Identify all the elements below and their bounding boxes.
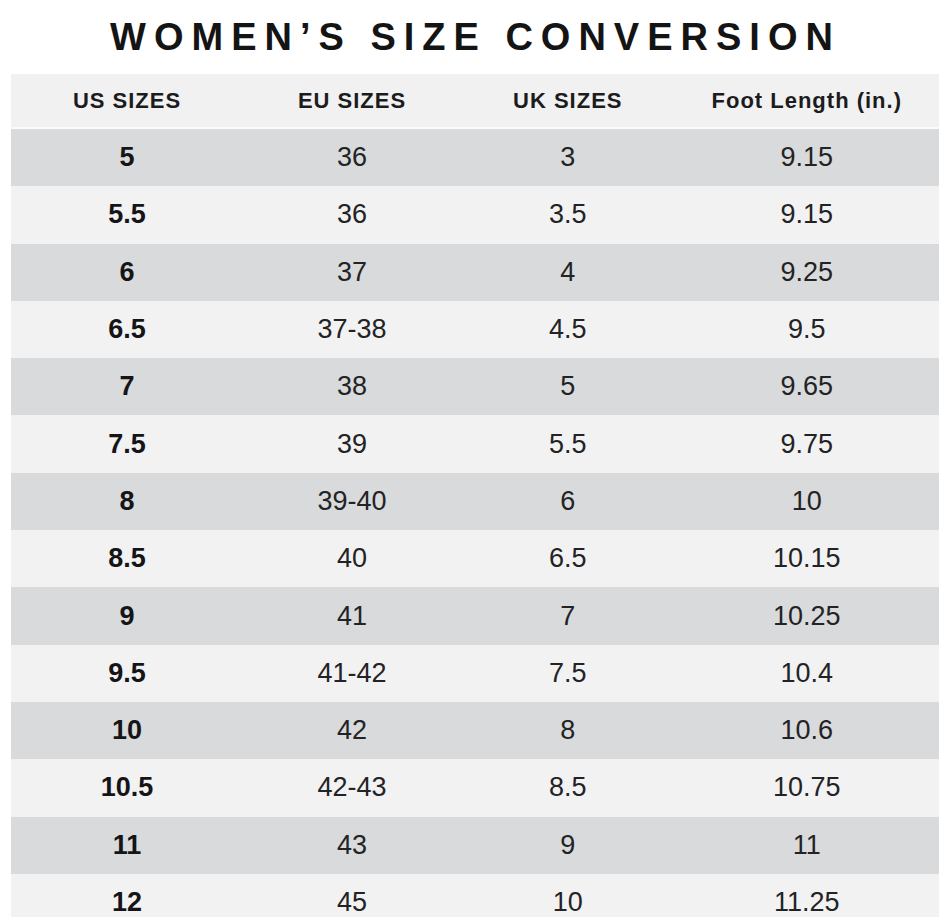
cell-eu-size: 43 bbox=[243, 817, 461, 874]
cell-uk-size: 9 bbox=[461, 817, 674, 874]
cell-eu-size: 36 bbox=[243, 128, 461, 186]
cell-uk-size: 3 bbox=[461, 128, 674, 186]
cell-us-size: 8 bbox=[11, 473, 243, 530]
table-row: 6 37 4 9.25 bbox=[11, 244, 939, 301]
table-row: 9 41 7 10.25 bbox=[11, 587, 939, 644]
cell-eu-size: 39 bbox=[243, 415, 461, 472]
cell-eu-size: 42 bbox=[243, 702, 461, 759]
cell-us-size: 6 bbox=[11, 244, 243, 301]
table-row: 8.5 40 6.5 10.15 bbox=[11, 530, 939, 587]
cell-uk-size: 3.5 bbox=[461, 186, 674, 243]
column-header-foot-length: Foot Length (in.) bbox=[675, 74, 939, 128]
cell-uk-size: 7.5 bbox=[461, 645, 674, 702]
table-row: 6.5 37-38 4.5 9.5 bbox=[11, 301, 939, 358]
cell-foot-length: 10.15 bbox=[675, 530, 939, 587]
cell-uk-size: 10 bbox=[461, 874, 674, 917]
cell-uk-size: 8 bbox=[461, 702, 674, 759]
cell-foot-length: 10.25 bbox=[675, 587, 939, 644]
cell-us-size: 6.5 bbox=[11, 301, 243, 358]
cell-us-size: 8.5 bbox=[11, 530, 243, 587]
cell-eu-size: 37-38 bbox=[243, 301, 461, 358]
cell-eu-size: 41 bbox=[243, 587, 461, 644]
size-conversion-table: US SIZES EU SIZES UK SIZES Foot Length (… bbox=[11, 74, 939, 917]
cell-uk-size: 5 bbox=[461, 358, 674, 415]
cell-us-size: 7 bbox=[11, 358, 243, 415]
table-row: 12 45 10 11.25 bbox=[11, 874, 939, 917]
cell-us-size: 5 bbox=[11, 128, 243, 186]
column-header-us-sizes: US SIZES bbox=[11, 74, 243, 128]
cell-us-size: 10.5 bbox=[11, 759, 243, 816]
cell-us-size: 12 bbox=[11, 874, 243, 917]
column-header-eu-sizes: EU SIZES bbox=[243, 74, 461, 128]
table-row: 5.5 36 3.5 9.15 bbox=[11, 186, 939, 243]
table-row: 7 38 5 9.65 bbox=[11, 358, 939, 415]
table-row: 9.5 41-42 7.5 10.4 bbox=[11, 645, 939, 702]
table-row: 10 42 8 10.6 bbox=[11, 702, 939, 759]
cell-eu-size: 41-42 bbox=[243, 645, 461, 702]
cell-foot-length: 10.75 bbox=[675, 759, 939, 816]
cell-eu-size: 39-40 bbox=[243, 473, 461, 530]
cell-us-size: 10 bbox=[11, 702, 243, 759]
size-conversion-table-container: US SIZES EU SIZES UK SIZES Foot Length (… bbox=[11, 74, 939, 917]
cell-foot-length: 10.6 bbox=[675, 702, 939, 759]
cell-foot-length: 10.4 bbox=[675, 645, 939, 702]
cell-us-size: 5.5 bbox=[11, 186, 243, 243]
cell-eu-size: 38 bbox=[243, 358, 461, 415]
cell-eu-size: 37 bbox=[243, 244, 461, 301]
cell-eu-size: 42-43 bbox=[243, 759, 461, 816]
table-row: 8 39-40 6 10 bbox=[11, 473, 939, 530]
cell-foot-length: 9.5 bbox=[675, 301, 939, 358]
cell-uk-size: 5.5 bbox=[461, 415, 674, 472]
table-row: 7.5 39 5.5 9.75 bbox=[11, 415, 939, 472]
page-title: WOMEN’S SIZE CONVERSION bbox=[0, 0, 951, 72]
cell-foot-length: 9.25 bbox=[675, 244, 939, 301]
cell-us-size: 11 bbox=[11, 817, 243, 874]
cell-uk-size: 7 bbox=[461, 587, 674, 644]
cell-foot-length: 9.15 bbox=[675, 186, 939, 243]
cell-us-size: 7.5 bbox=[11, 415, 243, 472]
table-header-row: US SIZES EU SIZES UK SIZES Foot Length (… bbox=[11, 74, 939, 128]
cell-foot-length: 9.75 bbox=[675, 415, 939, 472]
cell-foot-length: 11 bbox=[675, 817, 939, 874]
cell-uk-size: 4.5 bbox=[461, 301, 674, 358]
cell-uk-size: 6 bbox=[461, 473, 674, 530]
cell-us-size: 9.5 bbox=[11, 645, 243, 702]
table-row: 5 36 3 9.15 bbox=[11, 128, 939, 186]
cell-uk-size: 6.5 bbox=[461, 530, 674, 587]
cell-foot-length: 11.25 bbox=[675, 874, 939, 917]
cell-uk-size: 8.5 bbox=[461, 759, 674, 816]
table-row: 11 43 9 11 bbox=[11, 817, 939, 874]
cell-foot-length: 9.15 bbox=[675, 128, 939, 186]
cell-us-size: 9 bbox=[11, 587, 243, 644]
cell-eu-size: 45 bbox=[243, 874, 461, 917]
cell-eu-size: 40 bbox=[243, 530, 461, 587]
column-header-uk-sizes: UK SIZES bbox=[461, 74, 674, 128]
cell-uk-size: 4 bbox=[461, 244, 674, 301]
table-row: 10.5 42-43 8.5 10.75 bbox=[11, 759, 939, 816]
cell-foot-length: 10 bbox=[675, 473, 939, 530]
cell-foot-length: 9.65 bbox=[675, 358, 939, 415]
cell-eu-size: 36 bbox=[243, 186, 461, 243]
